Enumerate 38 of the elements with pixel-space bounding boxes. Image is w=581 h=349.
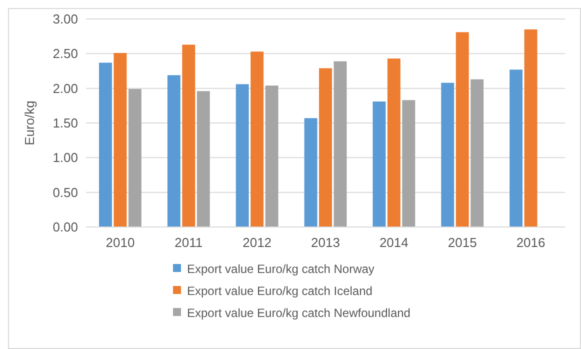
bar bbox=[182, 44, 196, 227]
bar bbox=[250, 52, 264, 227]
y-tick-label: 0.50 bbox=[52, 184, 78, 200]
bar bbox=[99, 62, 112, 227]
x-tick-label: 2011 bbox=[174, 235, 203, 250]
bar bbox=[114, 52, 127, 227]
y-tick-label: 0.00 bbox=[52, 220, 78, 235]
bar bbox=[167, 75, 180, 227]
y-tick-label: 1.50 bbox=[52, 116, 78, 131]
x-tick-label: 2014 bbox=[379, 235, 408, 250]
x-tick-label: 2013 bbox=[311, 235, 340, 250]
legend-label: Export value Euro/kg catch Newfoundland bbox=[187, 306, 410, 320]
x-tick-label: 2016 bbox=[516, 235, 546, 250]
bar bbox=[372, 102, 386, 227]
y-tick-label: 1.00 bbox=[52, 150, 78, 166]
bar bbox=[510, 70, 523, 227]
bar bbox=[319, 68, 332, 227]
bar bbox=[441, 82, 454, 227]
y-tick-label: 3.00 bbox=[52, 12, 78, 27]
bar bbox=[196, 91, 210, 227]
bar bbox=[524, 29, 538, 227]
x-tick-label: 2010 bbox=[106, 235, 135, 250]
bar bbox=[304, 118, 318, 227]
bar bbox=[470, 79, 484, 227]
bar bbox=[456, 32, 469, 227]
y-tick-label: 2.50 bbox=[52, 46, 78, 62]
bar bbox=[387, 58, 400, 227]
bar bbox=[402, 100, 416, 227]
bar bbox=[334, 61, 347, 227]
legend-label: Export value Euro/kg catch Norway bbox=[187, 262, 374, 276]
y-tick-label: 2.00 bbox=[52, 80, 78, 96]
legend-label: Export value Euro/kg catch Iceland bbox=[187, 284, 372, 298]
bar bbox=[236, 84, 249, 227]
x-tick-label: 2015 bbox=[448, 235, 477, 250]
y-axis-title: Euro/kg bbox=[22, 100, 37, 146]
x-tick-label: 2012 bbox=[242, 235, 272, 250]
bar bbox=[265, 86, 278, 227]
bar bbox=[128, 89, 142, 227]
